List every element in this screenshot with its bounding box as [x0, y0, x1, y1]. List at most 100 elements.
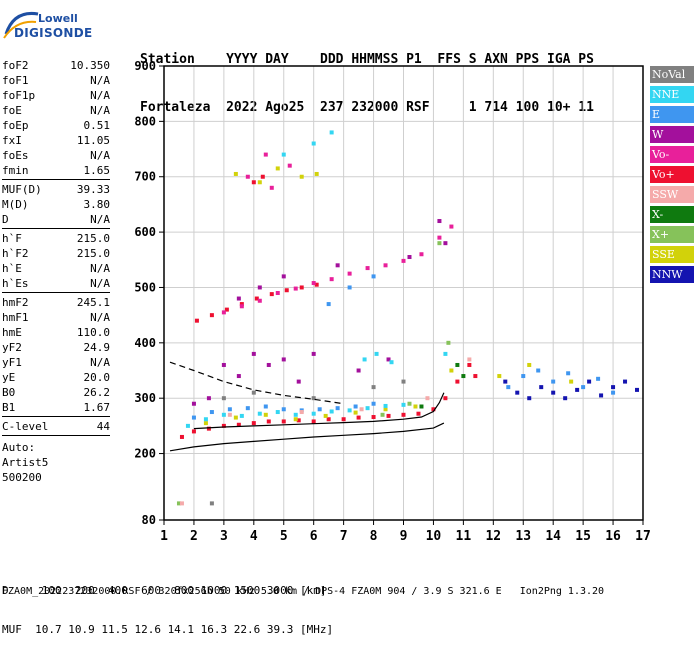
data-point-vo-	[263, 152, 268, 157]
data-point-vo-	[365, 266, 370, 271]
data-point-nne	[311, 141, 316, 146]
data-point-e	[596, 376, 601, 381]
param-row: MUF(D) 39.33	[2, 182, 110, 197]
x-tick-label: 14	[545, 529, 561, 544]
param-key: foF1	[2, 74, 29, 87]
data-point-noval	[221, 396, 226, 401]
data-point-vo-	[245, 174, 250, 179]
data-point-w	[386, 357, 391, 362]
x-tick-label: 17	[635, 529, 651, 544]
data-point-ssw	[227, 412, 232, 417]
data-point-vo-	[386, 413, 391, 418]
data-point-nne	[374, 351, 379, 356]
param-row: foF1 N/A	[2, 73, 110, 88]
data-point-w	[257, 285, 262, 290]
data-point-vo-	[473, 374, 478, 379]
data-point-nne	[329, 409, 334, 414]
data-point-w	[236, 374, 241, 379]
data-point-vo-	[467, 362, 472, 367]
data-point-x-	[407, 401, 412, 406]
logo-swoosh-icon	[3, 11, 39, 39]
param-value: N/A	[90, 89, 110, 102]
legend-entry: X-	[650, 206, 694, 223]
data-point-vo-	[341, 417, 346, 422]
data-point-e	[335, 406, 340, 411]
param-row: foEp 0.51	[2, 118, 110, 133]
param-row: M(D) 3.80	[2, 197, 110, 212]
data-point-e	[317, 407, 322, 412]
data-point-nnw	[539, 385, 544, 390]
data-point-e	[611, 390, 616, 395]
y-tick-label: 400	[134, 336, 156, 350]
data-point-nnw	[503, 379, 508, 384]
file-info-footer: FZA0M_2022237232000.RSF / 320fx256h 50 k…	[2, 586, 605, 597]
logo-line2: DIGISONDE	[14, 26, 93, 40]
data-point-w	[281, 274, 286, 279]
data-point-vo-	[443, 396, 448, 401]
data-point-vo-	[224, 307, 229, 312]
data-point-w	[296, 379, 301, 384]
data-point-vo-	[419, 252, 424, 257]
param-row: yF2 24.9	[2, 340, 110, 355]
divider	[2, 292, 110, 293]
data-point-sse	[497, 374, 502, 379]
data-point-sse	[299, 174, 304, 179]
param-key: B0	[2, 386, 16, 399]
data-point-nne	[185, 423, 190, 428]
data-point-noval	[209, 501, 214, 506]
distance-row: D 100 200 400 600 800 1000 1500 3000 [km…	[2, 584, 327, 597]
param-row: foE N/A	[2, 103, 110, 118]
legend-entry: SSE	[650, 246, 694, 263]
muf-row: MUF 10.7 10.9 11.5 12.6 14.1 16.3 22.6 3…	[2, 623, 334, 636]
data-point-w	[443, 241, 448, 246]
data-point-nne	[281, 152, 286, 157]
legend-entry: NoVal	[650, 66, 694, 83]
data-point-nne	[221, 412, 226, 417]
data-point-vo-	[281, 419, 286, 424]
autoscaling-info: Auto: Artist5 500200	[2, 440, 110, 485]
ionogram-chart: 1 2 3 4 5 6 7 8 9 10 11 12 13 14 15 16 17802003004005006…	[134, 59, 651, 544]
data-point-x-	[455, 362, 460, 367]
data-point-nne	[401, 402, 406, 407]
param-key: fxI	[2, 134, 22, 147]
data-point-vo-	[326, 417, 331, 422]
polarization-legend: NoVal NNE E W Vo- Vo+ SSW X- X+ SSE NNW	[650, 66, 694, 286]
param-key: C-level	[2, 420, 49, 433]
param-row: hmE 110.0	[2, 325, 110, 340]
x-tick-label: 13	[515, 529, 531, 544]
data-point-x-	[446, 340, 451, 345]
data-point-e	[521, 374, 526, 379]
data-point-vo-	[269, 292, 274, 297]
data-point-vo-	[383, 263, 388, 268]
data-point-ssw	[425, 396, 430, 401]
x-tick-label: 4	[250, 529, 258, 544]
data-point-vo-	[260, 174, 265, 179]
data-point-nne	[347, 408, 352, 413]
data-point-vo-	[251, 180, 256, 185]
param-row: foEs N/A	[2, 148, 110, 163]
divider	[2, 228, 110, 229]
dashed-trace-line	[169, 361, 344, 405]
data-point-nnw	[563, 396, 568, 401]
data-point-vo-	[269, 185, 274, 190]
data-point-nne	[365, 406, 370, 411]
data-point-sse	[233, 415, 238, 420]
x-tick-label: 12	[485, 529, 501, 544]
param-row: h`F2 215.0	[2, 246, 110, 261]
divider	[2, 179, 110, 180]
data-point-e	[263, 404, 268, 409]
param-row: hmF2 245.1	[2, 295, 110, 310]
data-point-nne	[203, 417, 208, 422]
data-point-e	[371, 274, 376, 279]
data-point-ssw	[179, 501, 184, 506]
auto-line: Artist5	[2, 456, 49, 469]
data-point-vo-	[257, 298, 262, 303]
param-value: N/A	[90, 74, 110, 87]
data-point-sse	[527, 362, 532, 367]
data-point-e	[245, 406, 250, 411]
param-key: yF1	[2, 356, 22, 369]
data-point-vo-	[311, 419, 316, 424]
data-point-nne	[389, 360, 394, 365]
data-point-x-	[419, 404, 424, 409]
data-point-x-	[176, 501, 181, 506]
